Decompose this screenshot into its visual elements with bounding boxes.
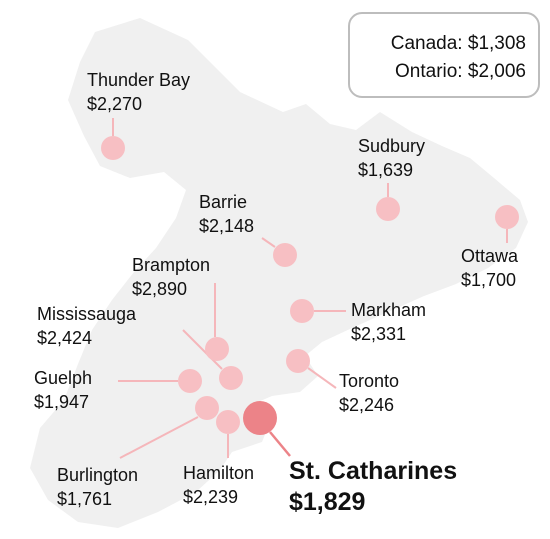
marker-sudbury xyxy=(376,197,400,221)
leader-line-barrie xyxy=(261,237,276,248)
summary-box: Canada: $1,308 Ontario: $2,006 xyxy=(348,12,540,98)
marker-brampton xyxy=(205,337,229,361)
label-mississauga: Mississauga $2,424 xyxy=(37,302,136,350)
marker-toronto xyxy=(286,349,310,373)
ontario-summary: Ontario: $2,006 xyxy=(350,58,526,86)
city-name: Brampton xyxy=(132,255,211,275)
city-value: $2,270 xyxy=(87,94,143,114)
marker-markham xyxy=(290,299,314,323)
city-name: Hamilton xyxy=(183,463,255,483)
canada-summary: Canada: $1,308 xyxy=(350,30,526,58)
city-name: Burlington xyxy=(57,465,139,485)
label-ottawa: Ottawa $1,700 xyxy=(461,244,518,292)
label-toronto: Toronto $2,246 xyxy=(339,369,399,417)
label-burlington: Burlington $1,761 xyxy=(57,463,138,511)
marker-thunder-bay xyxy=(101,136,125,160)
city-name: Guelph xyxy=(34,368,93,388)
city-value: $1,639 xyxy=(358,160,414,180)
city-name: Markham xyxy=(351,300,427,320)
city-name: Barrie xyxy=(199,192,248,212)
leader-lines xyxy=(112,118,508,459)
marker-ottawa xyxy=(495,205,519,229)
label-brampton: Brampton $2,890 xyxy=(132,253,210,301)
ontario-landmass xyxy=(30,18,528,528)
leader-line-mississauga xyxy=(182,329,223,370)
city-value: $1,829 xyxy=(289,488,366,516)
leader-line-burlington xyxy=(119,416,199,459)
city-value: $2,239 xyxy=(183,487,239,507)
marker-hamilton xyxy=(216,410,240,434)
city-name: Thunder Bay xyxy=(87,70,191,90)
city-value: $2,331 xyxy=(351,324,407,344)
ontario-value: $2,006 xyxy=(467,61,526,82)
city-name: Sudbury xyxy=(358,136,426,156)
city-value: $1,947 xyxy=(34,392,90,412)
label-st-catharines: St. Catharines $1,829 xyxy=(289,456,457,518)
city-value: $2,148 xyxy=(199,216,255,236)
city-name: Mississauga xyxy=(37,304,137,324)
city-name: Ottawa xyxy=(461,246,519,266)
label-sudbury: Sudbury $1,639 xyxy=(358,134,425,182)
label-thunder-bay: Thunder Bay $2,270 xyxy=(87,68,190,116)
label-guelph: Guelph $1,947 xyxy=(34,366,92,414)
ontario-label: Ontario: xyxy=(395,61,463,82)
marker-mississauga xyxy=(219,366,243,390)
canada-label: Canada: xyxy=(390,33,463,54)
city-value: $2,424 xyxy=(37,328,93,348)
label-markham: Markham $2,331 xyxy=(351,298,426,346)
city-name: Toronto xyxy=(339,371,400,391)
marker-barrie xyxy=(273,243,297,267)
marker-burlington xyxy=(195,396,219,420)
leader-line-st-catharines xyxy=(269,431,291,457)
canada-value: $1,308 xyxy=(467,33,526,54)
label-hamilton: Hamilton $2,239 xyxy=(183,461,254,509)
city-markers xyxy=(101,136,519,435)
city-value: $2,246 xyxy=(339,395,395,415)
leader-line-toronto xyxy=(307,367,337,389)
marker-guelph xyxy=(178,369,202,393)
city-value: $1,700 xyxy=(461,270,517,290)
city-value: $2,890 xyxy=(132,279,188,299)
city-name: St. Catharines xyxy=(289,457,458,485)
city-value: $1,761 xyxy=(57,489,113,509)
marker-st-catharines xyxy=(243,401,277,435)
label-barrie: Barrie $2,148 xyxy=(199,190,254,238)
